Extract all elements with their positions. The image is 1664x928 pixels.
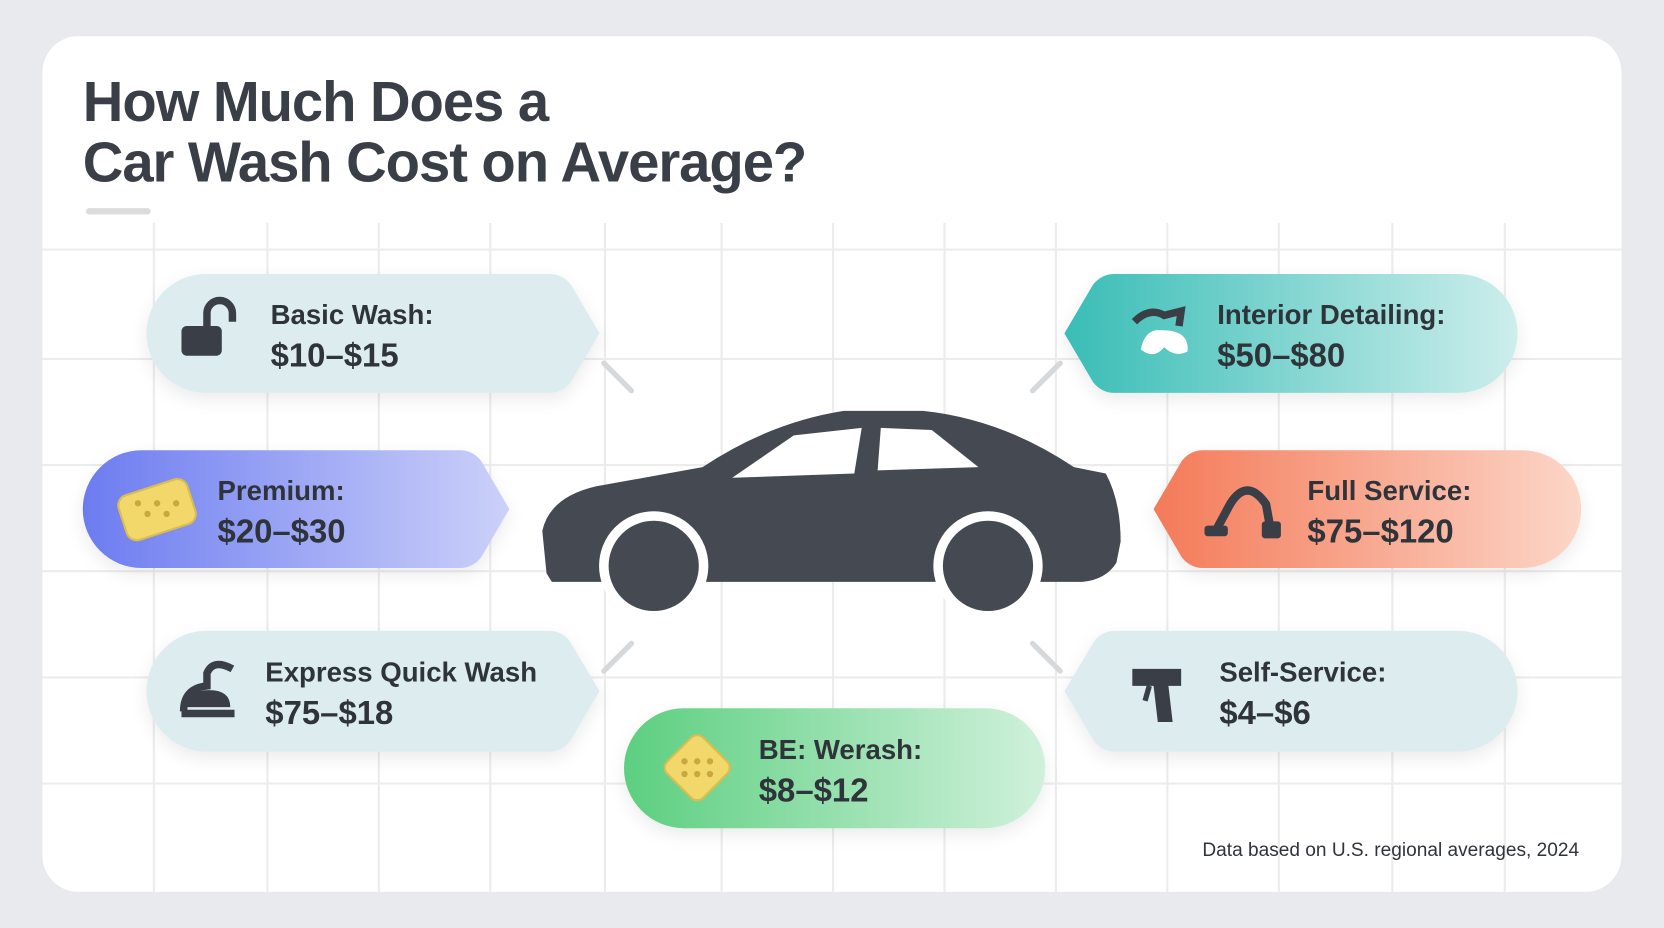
icon-part: [153, 500, 161, 507]
price-item: Self-Service: $4–$6: [1064, 630, 1518, 752]
price-item: Full Service: $75–$120: [1153, 450, 1582, 569]
icon-part: [1132, 668, 1182, 723]
item-icon: [1131, 306, 1188, 355]
item-icon: [1132, 668, 1182, 723]
icon-part: [134, 500, 142, 507]
icon-part: [179, 660, 235, 712]
item-label: Express Quick Wash: [265, 657, 537, 688]
footnote: Data based on U.S. regional averages, 20…: [1202, 840, 1579, 861]
item-price: $75–$18: [265, 694, 393, 731]
price-item: Premium: $20–$30: [82, 450, 510, 569]
item-icon: [117, 477, 197, 542]
item-price: $8–$12: [759, 772, 869, 809]
icon-part: [1142, 685, 1152, 702]
item-pill: [624, 708, 1046, 829]
item-pill: [82, 450, 510, 569]
title-underline: [85, 208, 151, 215]
item-label: Self-Service:: [1219, 657, 1386, 688]
connectors: [601, 360, 1063, 674]
icon-part: [706, 758, 714, 765]
item-pill: [1064, 630, 1518, 752]
item-icon: [663, 734, 731, 802]
item-price: $75–$120: [1307, 513, 1453, 550]
icon-part: [663, 734, 731, 802]
price-item: Basic Wash: $10–$15: [146, 273, 600, 393]
item-price: $10–$15: [271, 336, 399, 373]
price-item: BE: Werash: $8–$12: [624, 708, 1046, 829]
item-pill: [1064, 273, 1518, 393]
icon-part: [181, 325, 222, 356]
item-pill: [146, 630, 600, 752]
icon-part: [1131, 306, 1186, 327]
icon-part: [203, 296, 237, 326]
item-pill: [146, 273, 600, 393]
item-icon: [179, 660, 235, 718]
icon-part: [117, 477, 197, 542]
price-item: Interior Detailing: $50–$80: [1064, 273, 1518, 393]
icon-part: [681, 758, 688, 765]
item-label: Interior Detailing:: [1217, 299, 1445, 330]
item-label: BE: Werash:: [759, 734, 922, 765]
icon-part: [706, 770, 714, 778]
icon-part: [163, 510, 170, 518]
icon-part: [185, 690, 231, 708]
car: [542, 410, 1121, 621]
icon-part: [1140, 330, 1188, 355]
title-line: Car Wash Cost on Average?: [83, 131, 806, 194]
price-item: Express Quick Wash $75–$18: [146, 630, 600, 752]
item-label: Premium:: [218, 475, 345, 506]
icon-part: [144, 510, 151, 518]
icon-part: [1211, 486, 1275, 534]
item-price: $4–$6: [1219, 694, 1310, 731]
icon-part: [1204, 525, 1228, 537]
icon-part: [1261, 521, 1281, 539]
icon-part: [694, 758, 701, 765]
icon-part: [681, 770, 688, 778]
item-label: Basic Wash:: [271, 299, 434, 330]
item-price: $50–$80: [1217, 336, 1345, 373]
item-icon: [1204, 486, 1281, 539]
icon-part: [172, 500, 180, 507]
icon-part: [694, 770, 701, 778]
item-pill: [1153, 450, 1582, 569]
item-price: $20–$30: [218, 513, 346, 550]
title-line: How Much Does a: [83, 70, 550, 133]
item-icon: [181, 296, 237, 356]
item-label: Full Service:: [1307, 475, 1471, 506]
price-items: Basic Wash: $10–$15 Premium: $20–$30 Express…: [82, 273, 1582, 829]
